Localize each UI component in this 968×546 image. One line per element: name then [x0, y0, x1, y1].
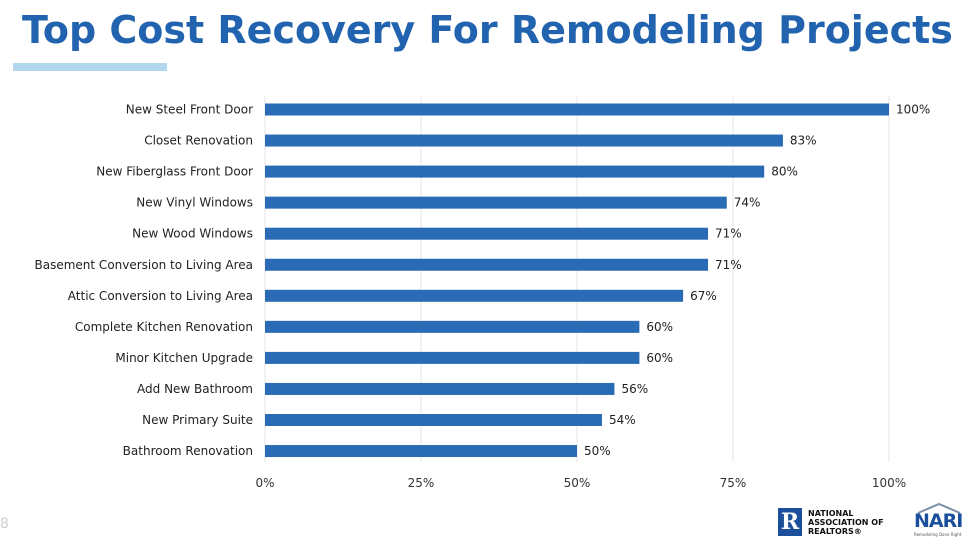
data-label: 71% — [715, 227, 742, 241]
nari-tagline: Remodeling Done Right — [914, 532, 962, 537]
category-label: Basement Conversion to Living Area — [35, 258, 253, 272]
x-tick-label: 100% — [872, 476, 906, 490]
bar — [265, 351, 640, 364]
category-label: Add New Bathroom — [137, 382, 253, 396]
bars — [265, 103, 889, 458]
data-label: 74% — [734, 196, 761, 210]
data-label: 80% — [771, 165, 798, 179]
category-label: Complete Kitchen Renovation — [75, 320, 253, 334]
category-labels: New Steel Front Door Closet Renovation New… — [35, 103, 254, 459]
category-label: New Vinyl Windows — [136, 196, 253, 210]
bar — [265, 445, 577, 458]
data-label: 100% — [896, 103, 930, 117]
bar — [265, 103, 889, 116]
bar — [265, 165, 765, 178]
nar-logo: R NATIONAL ASSOCIATION OF REALTORS® — [778, 507, 898, 537]
category-label: Minor Kitchen Upgrade — [115, 351, 253, 365]
page-number: 8 — [0, 516, 9, 532]
page-title: Top Cost Recovery For Remodeling Project… — [22, 8, 953, 52]
data-label: 54% — [609, 413, 636, 427]
category-label: Bathroom Renovation — [123, 444, 253, 458]
x-axis-ticks: 0% 25% 50% 75% 100% — [255, 476, 906, 490]
category-label: New Fiberglass Front Door — [96, 165, 253, 179]
x-tick-label: 75% — [720, 476, 747, 490]
house-roof-icon — [917, 502, 961, 514]
bar — [265, 258, 709, 271]
realtor-r-icon: R — [778, 508, 802, 536]
bar — [265, 414, 602, 426]
data-label: 50% — [584, 444, 611, 458]
data-label: 56% — [621, 382, 648, 396]
category-label: Closet Renovation — [144, 134, 253, 148]
title-underline-rule — [13, 63, 167, 71]
bar — [265, 289, 684, 302]
data-label: 67% — [690, 289, 717, 303]
bar — [265, 227, 709, 240]
data-label: 83% — [790, 134, 817, 148]
data-label: 60% — [646, 351, 673, 365]
data-label: 60% — [646, 320, 673, 334]
category-label: Attic Conversion to Living Area — [68, 289, 253, 303]
category-label: New Primary Suite — [142, 413, 253, 427]
category-label: New Wood Windows — [132, 227, 253, 241]
nari-logo-text: NARI — [914, 510, 963, 532]
bar — [265, 196, 727, 209]
bar — [265, 320, 640, 333]
bar — [265, 134, 783, 147]
bar — [265, 382, 615, 395]
nari-logo: NARI Remodeling Done Right — [912, 502, 964, 540]
nar-logo-text: NATIONAL ASSOCIATION OF REALTORS® — [808, 508, 884, 536]
x-tick-label: 25% — [408, 476, 435, 490]
grid-lines — [264, 96, 890, 462]
x-tick-label: 0% — [255, 476, 274, 490]
value-labels: 100% 83% 80% 74% 71% 71% 67% 60% 60% 56% 54% 50% — [584, 103, 930, 459]
category-label: New Steel Front Door — [126, 103, 253, 117]
data-label: 71% — [715, 258, 742, 272]
x-tick-label: 50% — [564, 476, 591, 490]
